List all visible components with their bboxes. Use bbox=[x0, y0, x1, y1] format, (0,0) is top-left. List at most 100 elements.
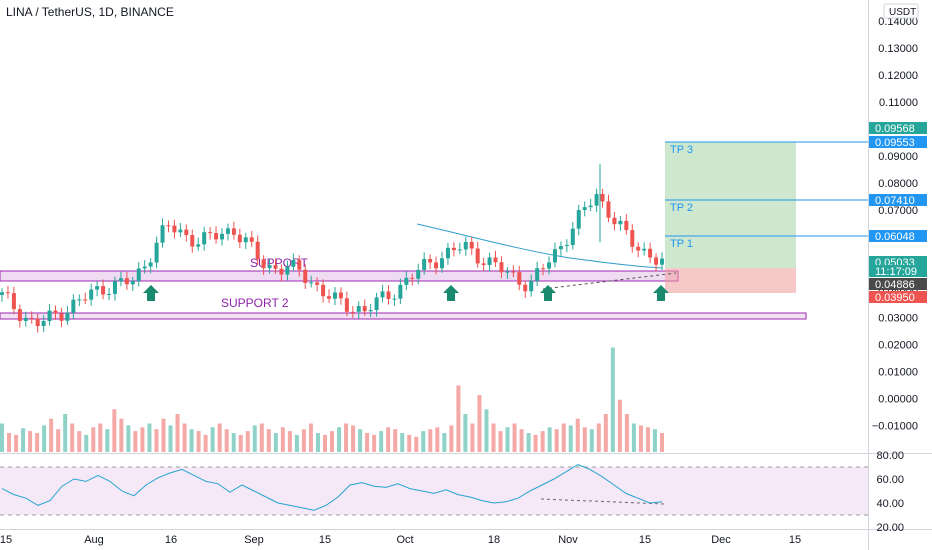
candle-body bbox=[303, 269, 308, 283]
candle-body bbox=[202, 232, 207, 245]
volume-bar bbox=[582, 427, 587, 452]
candle-body bbox=[523, 284, 528, 292]
volume-bar bbox=[245, 431, 250, 452]
rsi-trendline[interactable] bbox=[540, 498, 666, 505]
candle-body bbox=[606, 201, 611, 218]
candle-body bbox=[618, 220, 623, 225]
candle-body bbox=[338, 292, 343, 299]
candle-body bbox=[469, 241, 474, 249]
candle-body bbox=[273, 265, 278, 269]
candle-body bbox=[463, 241, 468, 250]
candle-body bbox=[558, 246, 563, 250]
candlestick-series bbox=[0, 163, 664, 333]
volume-bar bbox=[491, 423, 496, 452]
candle-body bbox=[535, 268, 540, 281]
candle-body bbox=[95, 286, 100, 290]
loss-zone[interactable] bbox=[665, 268, 796, 293]
candle-body bbox=[386, 291, 391, 300]
volume-bar bbox=[294, 434, 299, 452]
candle-body bbox=[380, 291, 385, 298]
volume-bar bbox=[322, 434, 327, 452]
volume-bar bbox=[35, 433, 40, 452]
candle-body bbox=[434, 262, 439, 269]
price-label-tag bbox=[869, 278, 927, 290]
volume-bar bbox=[435, 427, 440, 452]
candle-body bbox=[214, 233, 219, 240]
chart-title: LINA / TetherUS, 1D, BINANCE bbox=[6, 5, 174, 19]
price-trendline[interactable] bbox=[542, 272, 677, 290]
support-zone[interactable] bbox=[0, 270, 679, 282]
candle-body bbox=[410, 277, 415, 279]
price-label-text: 0.07410 bbox=[875, 195, 915, 207]
volume-bar bbox=[210, 427, 215, 452]
profit-zone[interactable] bbox=[665, 142, 796, 268]
candle-body bbox=[428, 259, 433, 263]
candle-body bbox=[356, 306, 361, 312]
volume-bar bbox=[442, 433, 447, 452]
volume-bar bbox=[14, 434, 19, 452]
time-axis[interactable]: 15 Aug 16 Sep 15 Oct 18 Nov 15 Dec 15 bbox=[0, 534, 801, 546]
price-label-text: 11:17:09 bbox=[875, 266, 917, 278]
price-label-tag bbox=[869, 265, 927, 277]
candle-body bbox=[255, 241, 260, 260]
candle-body bbox=[220, 233, 224, 240]
volume-bar bbox=[147, 423, 152, 452]
volume-bar bbox=[463, 414, 468, 452]
tp2-label: TP 2 bbox=[670, 202, 693, 214]
volume-bar bbox=[547, 427, 552, 452]
time-tick-label: Oct bbox=[396, 534, 413, 546]
price-tick-label: 0.03000 bbox=[878, 313, 918, 325]
candle-body bbox=[190, 235, 195, 247]
volume-bar bbox=[133, 431, 138, 452]
up-arrow-icon bbox=[653, 285, 669, 301]
price-label-text: 0.09553 bbox=[875, 137, 915, 149]
volume-bar bbox=[280, 427, 285, 452]
price-tick-label: 0.07000 bbox=[878, 205, 918, 217]
time-tick-label: 15 bbox=[319, 534, 331, 546]
candle-body bbox=[398, 284, 403, 299]
volume-bar bbox=[196, 431, 201, 452]
candle-body bbox=[564, 245, 569, 247]
candle-body bbox=[29, 317, 34, 319]
candle-body bbox=[243, 237, 248, 243]
rsi-tick-label: 40.00 bbox=[876, 498, 904, 510]
candle-body bbox=[231, 228, 236, 235]
candle-body bbox=[107, 293, 112, 295]
currency-badge[interactable] bbox=[883, 3, 919, 19]
candle-body bbox=[65, 312, 70, 321]
candle-body bbox=[136, 268, 141, 282]
rsi-tick-label: 20.00 bbox=[876, 522, 904, 534]
price-axis[interactable]: 0.140000.130000.120000.110000.100000.090… bbox=[872, 16, 918, 432]
candle-body bbox=[112, 281, 117, 294]
price-tick-label: 0.00000 bbox=[878, 394, 918, 406]
candle-body bbox=[261, 259, 266, 269]
up-arrow-icon bbox=[540, 285, 556, 301]
volume-bar bbox=[0, 423, 4, 452]
volume-bar bbox=[386, 427, 391, 452]
candle-body bbox=[594, 194, 599, 206]
support2-zone[interactable] bbox=[0, 312, 807, 320]
time-tick-label: 15 bbox=[639, 534, 651, 546]
volume-bar bbox=[512, 423, 517, 452]
volume-bar bbox=[77, 431, 82, 452]
volume-bar bbox=[610, 347, 615, 452]
volume-bar bbox=[365, 433, 370, 452]
candle-body bbox=[481, 263, 486, 265]
time-tick-label: Nov bbox=[558, 534, 578, 546]
volume-bar bbox=[421, 431, 426, 452]
candle-body bbox=[5, 292, 10, 294]
candle-body bbox=[457, 249, 462, 251]
candle-body bbox=[77, 299, 82, 301]
candle-body bbox=[505, 271, 510, 273]
volume-bar bbox=[98, 423, 103, 452]
candle-body bbox=[630, 230, 635, 247]
volume-bar bbox=[84, 434, 89, 452]
price-labels: 0.095680.095530.074100.060480.0503311:17… bbox=[869, 122, 927, 304]
signal-arrows bbox=[143, 285, 669, 301]
rsi-band bbox=[0, 467, 868, 515]
candle-body bbox=[23, 317, 28, 321]
price-label-text: 0.06048 bbox=[875, 231, 915, 243]
volume-bar bbox=[126, 425, 131, 452]
candle-body bbox=[41, 321, 46, 327]
